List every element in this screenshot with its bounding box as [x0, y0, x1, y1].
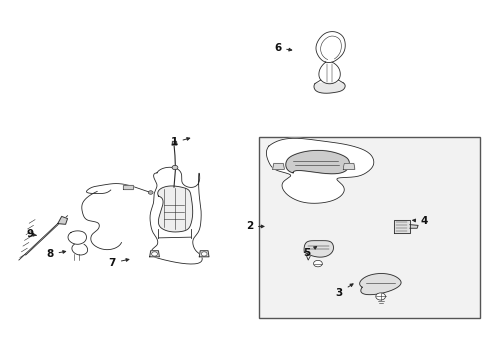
Text: 6: 6: [273, 43, 291, 53]
Text: 9: 9: [26, 229, 36, 239]
Polygon shape: [199, 251, 208, 257]
Circle shape: [172, 165, 178, 170]
Polygon shape: [158, 186, 192, 232]
Polygon shape: [318, 62, 340, 84]
Text: 7: 7: [108, 258, 129, 268]
Text: 3: 3: [335, 284, 352, 297]
Polygon shape: [304, 241, 333, 257]
Polygon shape: [58, 216, 67, 224]
Circle shape: [151, 252, 157, 256]
Polygon shape: [150, 167, 202, 264]
Polygon shape: [266, 138, 373, 203]
Circle shape: [375, 293, 385, 300]
Polygon shape: [272, 163, 284, 169]
Circle shape: [148, 191, 153, 194]
Text: 8: 8: [46, 249, 65, 259]
Polygon shape: [172, 141, 177, 145]
Polygon shape: [285, 150, 349, 174]
Text: 5: 5: [303, 247, 316, 258]
Polygon shape: [359, 274, 400, 295]
Polygon shape: [122, 185, 132, 189]
Text: 2: 2: [245, 221, 264, 231]
Text: 4: 4: [412, 216, 427, 226]
Polygon shape: [393, 220, 409, 233]
Polygon shape: [149, 251, 159, 257]
Polygon shape: [313, 83, 345, 93]
Polygon shape: [315, 32, 345, 63]
Polygon shape: [68, 231, 86, 244]
Bar: [259, 137, 479, 318]
Polygon shape: [343, 163, 354, 169]
Polygon shape: [409, 225, 417, 228]
Circle shape: [201, 252, 206, 256]
Circle shape: [313, 260, 322, 267]
Text: 1: 1: [170, 138, 189, 148]
